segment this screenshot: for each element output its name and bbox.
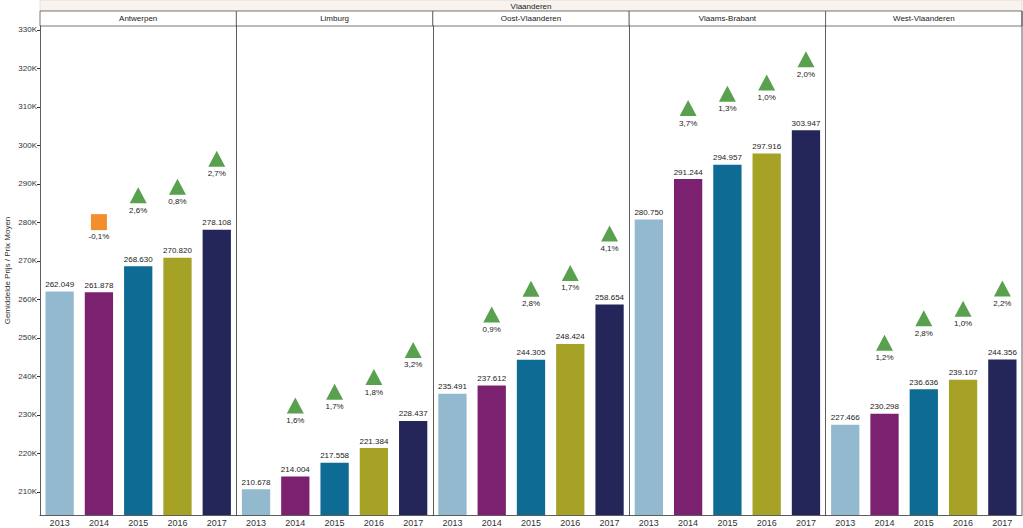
svg-text:221.384: 221.384 bbox=[359, 437, 388, 446]
svg-text:Oost-Vlaanderen: Oost-Vlaanderen bbox=[501, 14, 561, 23]
svg-text:220K: 220K bbox=[18, 449, 37, 458]
svg-text:294.957: 294.957 bbox=[713, 153, 742, 162]
svg-text:2016: 2016 bbox=[560, 518, 580, 528]
svg-text:2016: 2016 bbox=[167, 518, 187, 528]
svg-text:268.630: 268.630 bbox=[124, 255, 153, 264]
svg-text:303.947: 303.947 bbox=[791, 119, 820, 128]
svg-text:250K: 250K bbox=[18, 333, 37, 342]
svg-text:1,6%: 1,6% bbox=[286, 416, 304, 425]
svg-text:2013: 2013 bbox=[835, 518, 855, 528]
svg-text:237.612: 237.612 bbox=[477, 374, 506, 383]
svg-text:2,2%: 2,2% bbox=[993, 299, 1011, 308]
svg-text:1,0%: 1,0% bbox=[954, 319, 972, 328]
svg-text:261.878: 261.878 bbox=[84, 281, 113, 290]
svg-text:310K: 310K bbox=[18, 102, 37, 111]
svg-text:236.636: 236.636 bbox=[909, 378, 938, 387]
svg-text:2017: 2017 bbox=[207, 518, 227, 528]
svg-text:2014: 2014 bbox=[482, 518, 502, 528]
svg-text:248.424: 248.424 bbox=[556, 332, 585, 341]
svg-text:Vlaanderen: Vlaanderen bbox=[511, 2, 552, 11]
svg-text:290K: 290K bbox=[18, 179, 37, 188]
svg-text:235.491: 235.491 bbox=[438, 382, 467, 391]
svg-text:280.750: 280.750 bbox=[634, 208, 663, 217]
svg-text:2,8%: 2,8% bbox=[915, 329, 933, 338]
svg-text:0,9%: 0,9% bbox=[483, 325, 501, 334]
svg-text:0,8%: 0,8% bbox=[168, 197, 186, 206]
svg-text:270K: 270K bbox=[18, 256, 37, 265]
svg-text:2017: 2017 bbox=[796, 518, 816, 528]
svg-text:2016: 2016 bbox=[757, 518, 777, 528]
svg-text:3,2%: 3,2% bbox=[404, 360, 422, 369]
svg-text:2017: 2017 bbox=[992, 518, 1012, 528]
svg-text:244.305: 244.305 bbox=[517, 348, 546, 357]
svg-text:West-Vlaanderen: West-Vlaanderen bbox=[893, 14, 955, 23]
svg-text:2,6%: 2,6% bbox=[129, 206, 147, 215]
svg-text:239.107: 239.107 bbox=[949, 368, 978, 377]
svg-text:Limburg: Limburg bbox=[320, 14, 349, 23]
svg-text:2013: 2013 bbox=[442, 518, 462, 528]
svg-text:2016: 2016 bbox=[364, 518, 384, 528]
svg-text:4,1%: 4,1% bbox=[600, 244, 618, 253]
svg-text:2015: 2015 bbox=[521, 518, 541, 528]
svg-text:2013: 2013 bbox=[639, 518, 659, 528]
svg-text:2,0%: 2,0% bbox=[797, 70, 815, 79]
svg-text:Vlaams-Brabant: Vlaams-Brabant bbox=[699, 14, 757, 23]
svg-text:2014: 2014 bbox=[285, 518, 305, 528]
svg-text:-0,1%: -0,1% bbox=[88, 232, 109, 241]
svg-text:2017: 2017 bbox=[403, 518, 423, 528]
svg-text:1,7%: 1,7% bbox=[561, 283, 579, 292]
svg-text:214.004: 214.004 bbox=[281, 465, 310, 474]
svg-text:240K: 240K bbox=[18, 372, 37, 381]
svg-text:2015: 2015 bbox=[325, 518, 345, 528]
svg-text:270.820: 270.820 bbox=[163, 246, 192, 255]
svg-text:230.298: 230.298 bbox=[870, 402, 899, 411]
svg-text:2014: 2014 bbox=[89, 518, 109, 528]
svg-text:300K: 300K bbox=[18, 141, 37, 150]
svg-text:258.654: 258.654 bbox=[595, 293, 624, 302]
svg-text:210.678: 210.678 bbox=[242, 478, 271, 487]
svg-text:1,7%: 1,7% bbox=[325, 402, 343, 411]
svg-text:280K: 280K bbox=[18, 218, 37, 227]
svg-text:2013: 2013 bbox=[246, 518, 266, 528]
svg-text:Gemiddelde Prijs / Prix Moyen: Gemiddelde Prijs / Prix Moyen bbox=[3, 217, 12, 325]
svg-text:1,0%: 1,0% bbox=[758, 93, 776, 102]
svg-text:244.356: 244.356 bbox=[988, 348, 1017, 357]
svg-text:227.466: 227.466 bbox=[831, 413, 860, 422]
svg-text:291.244: 291.244 bbox=[674, 168, 703, 177]
svg-text:2,7%: 2,7% bbox=[208, 169, 226, 178]
svg-text:330K: 330K bbox=[18, 25, 37, 34]
svg-text:3,7%: 3,7% bbox=[679, 119, 697, 128]
svg-text:1,2%: 1,2% bbox=[875, 353, 893, 362]
svg-text:278.108: 278.108 bbox=[202, 218, 231, 227]
svg-text:2014: 2014 bbox=[678, 518, 698, 528]
svg-text:230K: 230K bbox=[18, 410, 37, 419]
svg-text:Antwerpen: Antwerpen bbox=[119, 14, 157, 23]
svg-text:210K: 210K bbox=[18, 487, 37, 496]
svg-text:2016: 2016 bbox=[953, 518, 973, 528]
svg-text:217.558: 217.558 bbox=[320, 451, 349, 460]
svg-text:1,8%: 1,8% bbox=[365, 388, 383, 397]
svg-text:2,8%: 2,8% bbox=[522, 299, 540, 308]
svg-text:297.916: 297.916 bbox=[752, 142, 781, 151]
svg-text:2013: 2013 bbox=[50, 518, 70, 528]
svg-text:2015: 2015 bbox=[128, 518, 148, 528]
svg-text:228.437: 228.437 bbox=[399, 409, 428, 418]
svg-text:2015: 2015 bbox=[717, 518, 737, 528]
svg-text:320K: 320K bbox=[18, 64, 37, 73]
svg-text:2015: 2015 bbox=[914, 518, 934, 528]
svg-text:262.049: 262.049 bbox=[45, 280, 74, 289]
svg-text:1,3%: 1,3% bbox=[718, 104, 736, 113]
svg-text:2017: 2017 bbox=[600, 518, 620, 528]
svg-text:2014: 2014 bbox=[875, 518, 895, 528]
svg-text:260K: 260K bbox=[18, 295, 37, 304]
